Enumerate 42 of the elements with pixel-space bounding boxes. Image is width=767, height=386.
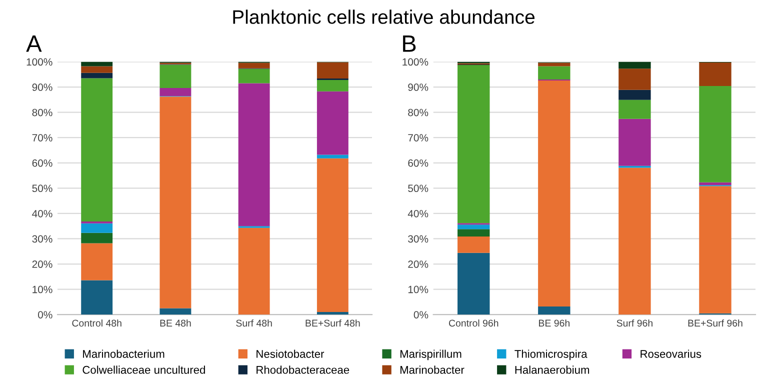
legend-label: Colwelliaceae uncultured [82, 366, 205, 374]
y-tick-label: 100% [402, 58, 428, 66]
chart-subtitle: B [403, 36, 416, 52]
y-tick-label: 20% [32, 260, 52, 268]
y-tick-label: 20% [408, 260, 428, 268]
y-tick-label: 10% [32, 286, 52, 294]
legend-label: Thiomicrospira [514, 350, 588, 360]
y-tick-label: 30% [32, 235, 52, 243]
x-tick-label: BE+Surf 96h [688, 319, 742, 327]
y-tick-label: 0% [414, 311, 428, 318]
y-tick-label: 50% [32, 184, 52, 192]
y-tick-label: 70% [408, 134, 428, 142]
y-tick-label: 30% [408, 235, 428, 243]
x-tick-label: Surf 96h [616, 319, 652, 327]
x-tick-label: Control 96h [448, 319, 498, 327]
y-tick-label: 50% [408, 184, 428, 192]
y-tick-label: 90% [32, 84, 52, 91]
legend-label: Marinobacterium [83, 350, 164, 358]
x-tick-label: BE 96h [539, 319, 570, 327]
legend-label: Marinobacter [400, 366, 464, 374]
y-tick-label: 60% [32, 159, 52, 167]
y-tick-label: 10% [408, 286, 428, 294]
x-tick-label: Surf 48h [236, 319, 272, 327]
legend-label: Marispirillum [400, 350, 462, 360]
y-tick-label: 80% [32, 108, 52, 116]
x-tick-label: BE 48h [160, 319, 191, 327]
legend-label: Halanaerobium [515, 366, 590, 374]
y-tick-label: 100% [26, 58, 52, 66]
y-tick-label: 80% [408, 108, 428, 116]
y-tick-label: 40% [32, 210, 52, 218]
x-tick-label: BE+Surf 48h [306, 319, 360, 327]
chart-title: Planktonic cells relative abundance [233, 10, 535, 24]
chart-subtitle: A [26, 36, 42, 52]
y-tick-label: 60% [408, 159, 428, 167]
y-tick-label: 90% [408, 84, 428, 91]
legend-label: Nesiotobacter [256, 350, 324, 358]
legend-label: Rhodobacteraceae [256, 366, 350, 374]
legend-label: Roseovarius [640, 350, 702, 358]
y-tick-label: 0% [38, 311, 52, 318]
y-tick-label: 40% [408, 210, 428, 218]
x-tick-label: Control 48h [72, 319, 122, 327]
y-tick-label: 70% [32, 134, 52, 142]
